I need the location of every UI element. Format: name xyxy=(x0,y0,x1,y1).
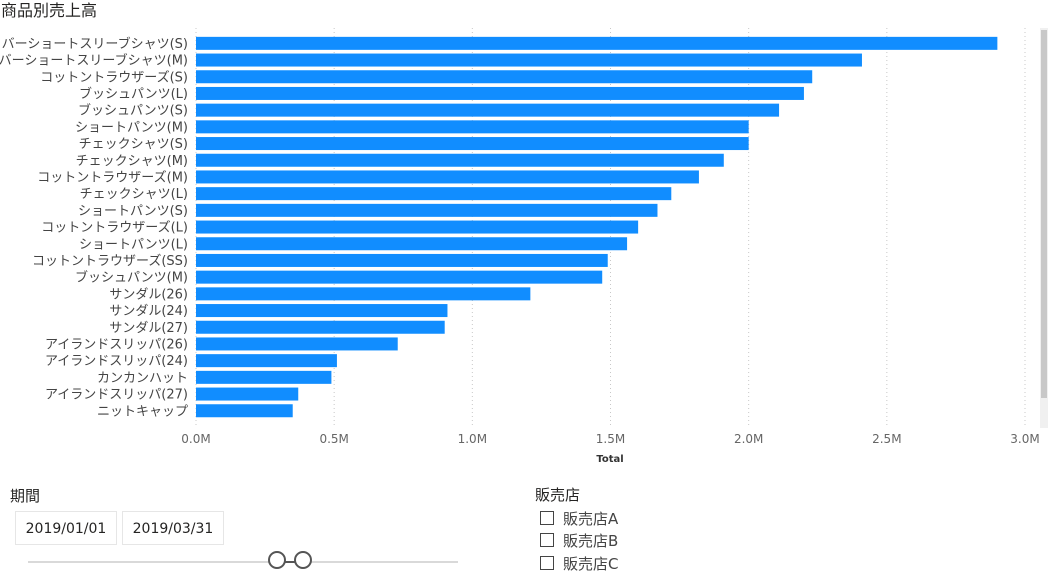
category-label: コットントラウザーズ(S) xyxy=(40,69,188,85)
category-label: アイランドスリッパ(24) xyxy=(45,354,188,369)
store-option-label: 販売店B xyxy=(563,531,619,550)
bar[interactable] xyxy=(196,387,299,401)
category-label: アイランドスリッパ(27) xyxy=(45,388,188,403)
category-label: サンダル(27) xyxy=(109,321,188,336)
category-label: ショートパンツ(S) xyxy=(78,204,188,219)
category-label: バーショートスリーブシャツ(S) xyxy=(2,36,188,52)
chart-scrollbar-thumb[interactable] xyxy=(1041,30,1047,398)
category-label: コットントラウザーズ(SS) xyxy=(32,253,188,269)
category-label: チェックシャツ(L) xyxy=(80,187,188,202)
bar[interactable] xyxy=(196,153,724,167)
category-label: ブッシュパンツ(M) xyxy=(75,270,188,286)
end-date-input[interactable]: 2019/03/31 xyxy=(122,511,224,545)
category-label: コットントラウザーズ(L) xyxy=(41,220,188,236)
category-label: コットントラウザーズ(M) xyxy=(37,169,188,185)
bar[interactable] xyxy=(196,220,639,234)
x-tick-label: 3.0M xyxy=(1010,432,1039,446)
bar[interactable] xyxy=(196,187,672,201)
slider-start-handle[interactable] xyxy=(268,551,287,569)
bar[interactable] xyxy=(196,370,332,384)
bar[interactable] xyxy=(196,103,780,117)
category-label: アイランドスリッパ(26) xyxy=(45,337,188,352)
bar[interactable] xyxy=(196,137,749,151)
x-tick-label: 2.5M xyxy=(872,432,901,446)
bar[interactable] xyxy=(196,36,998,50)
slider-end-handle[interactable] xyxy=(294,551,313,569)
date-range-slider-fill xyxy=(277,561,304,563)
store-option-label: 販売店C xyxy=(563,554,619,573)
store-filter-label: 販売店 xyxy=(535,486,581,504)
bars xyxy=(196,36,998,418)
category-label: ショートパンツ(M) xyxy=(75,120,188,135)
bar[interactable] xyxy=(196,320,445,334)
period-filter-label: 期間 xyxy=(10,487,41,505)
x-tick-label: 0.0M xyxy=(181,432,210,446)
store-option-c[interactable]: 販売店C xyxy=(540,553,618,573)
checkbox-icon[interactable] xyxy=(540,556,554,570)
chart-title: 商品別売上高 xyxy=(1,1,98,20)
category-label: ニットキャップ xyxy=(97,404,188,419)
category-label: カンカンハット xyxy=(97,371,188,386)
bar[interactable] xyxy=(196,270,603,284)
x-axis-ticks: 0.0M 0.5M 1.0M 1.5M 2.0M 2.5M 3.0M xyxy=(181,432,1039,446)
bar[interactable] xyxy=(196,53,862,67)
x-tick-label: 1.0M xyxy=(458,432,487,446)
category-label: サンダル(24) xyxy=(109,304,188,319)
x-tick-label: 2.0M xyxy=(734,432,763,446)
x-tick-label: 1.5M xyxy=(596,432,625,446)
bar[interactable] xyxy=(196,203,658,217)
category-label: ショートパンツ(L) xyxy=(79,237,188,252)
checkbox-icon[interactable] xyxy=(540,511,554,525)
checkbox-icon[interactable] xyxy=(540,533,554,547)
bar[interactable] xyxy=(196,86,804,100)
start-date-input[interactable]: 2019/01/01 xyxy=(15,511,117,545)
bar[interactable] xyxy=(196,120,749,134)
category-label: チェックシャツ(M) xyxy=(76,154,188,169)
bar[interactable] xyxy=(196,354,337,368)
category-label: サンダル(26) xyxy=(109,287,188,302)
date-range-slider-track[interactable] xyxy=(28,561,458,563)
category-label: ブッシュパンツ(L) xyxy=(79,86,188,102)
bar[interactable] xyxy=(196,337,398,351)
bar[interactable] xyxy=(196,404,293,418)
category-label: バーショートスリーブシャツ(M) xyxy=(0,53,188,69)
store-option-label: 販売店A xyxy=(563,509,619,528)
bar[interactable] xyxy=(196,70,813,84)
bar[interactable] xyxy=(196,237,628,251)
category-label: チェックシャツ(S) xyxy=(79,137,188,152)
store-option-b[interactable]: 販売店B xyxy=(540,530,618,550)
store-option-a[interactable]: 販売店A xyxy=(540,508,618,528)
bar[interactable] xyxy=(196,253,608,267)
x-axis-title: Total xyxy=(596,454,623,465)
category-label: ブッシュパンツ(S) xyxy=(78,103,188,119)
bar-chart: バーショートスリーブシャツ(S)バーショートスリーブシャツ(M)コットントラウザ… xyxy=(0,28,1040,465)
bar[interactable] xyxy=(196,287,531,301)
x-tick-label: 0.5M xyxy=(319,432,348,446)
bar[interactable] xyxy=(196,170,699,184)
bar[interactable] xyxy=(196,304,448,318)
category-labels: バーショートスリーブシャツ(S)バーショートスリーブシャツ(M)コットントラウザ… xyxy=(0,36,188,419)
